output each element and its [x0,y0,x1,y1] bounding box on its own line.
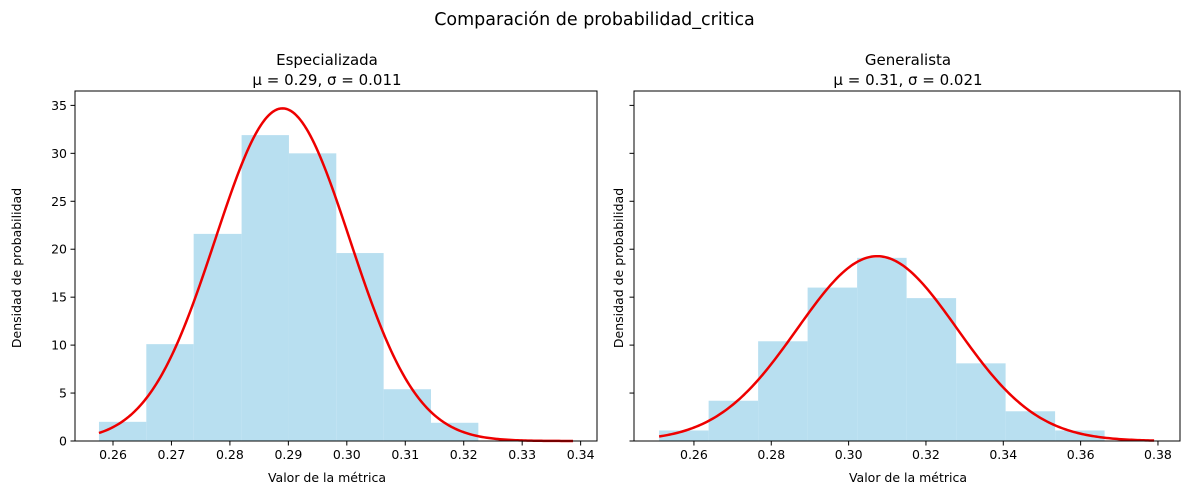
histogram-bar [430,422,479,441]
y-tick-label: 0 [59,434,67,449]
histogram-bar [383,389,431,441]
x-tick-label: 0.34 [567,447,595,462]
x-tick-label: 0.29 [274,447,302,462]
histogram-bar [758,341,808,441]
x-tick-label: 0.28 [216,447,244,462]
y-tick-label: 5 [59,386,67,401]
x-tick-label: 0.36 [1067,447,1095,462]
x-tick-label: 0.30 [333,447,361,462]
histogram-bar [708,400,759,441]
y-tick-label: 20 [51,242,67,257]
y-tick-label: 30 [51,146,67,161]
x-tick-label: 0.30 [835,447,863,462]
x-tick-label: 0.34 [989,447,1017,462]
x-tick-label: 0.27 [158,447,186,462]
y-axis-label: Densidad de probabilidad [611,188,626,348]
chart-subtitle: μ = 0.31, σ = 0.021 [833,71,982,89]
chart-title: Generalista [865,51,951,69]
histogram-bar [288,153,337,441]
chart-panel-especializada: Especializada μ = 0.29, σ = 0.011 Valor … [9,51,598,485]
x-tick-label: 0.26 [99,447,127,462]
axes-frame [74,90,598,442]
axes-frame [633,90,1181,442]
x-tick-label: 0.32 [912,447,940,462]
chart-subtitle: μ = 0.29, σ = 0.011 [252,71,401,89]
x-tick-label: 0.32 [450,447,478,462]
histogram-bar [241,135,289,442]
y-tick-label: 25 [51,194,67,209]
histogram-bar [336,253,384,441]
histogram-bar [857,257,907,441]
histogram-bar [193,233,242,441]
y-tick-label: 10 [51,338,67,353]
x-tick-label: 0.28 [757,447,785,462]
chart-title: Especializada [276,51,378,69]
x-axis-label: Valor de la métrica [849,470,967,485]
chart-panel-generalista: Generalista μ = 0.31, σ = 0.021 Valor de… [611,51,1181,485]
fit-curve [658,254,1155,442]
histogram-bar [98,421,147,441]
fit-curve [98,107,574,443]
y-axis-label: Densidad de probabilidad [9,188,24,348]
histogram-bar [1055,430,1105,441]
histogram-bar [659,430,709,441]
histogram-bar [906,298,957,441]
x-tick-label: 0.38 [1144,447,1172,462]
figure-suptitle: Comparación de probabilidad_critica [434,10,755,30]
histogram-bar [1005,411,1056,441]
x-axis-label: Valor de la métrica [268,470,386,485]
histogram-bar [807,287,858,441]
x-tick-label: 0.33 [508,447,536,462]
y-tick-label: 35 [51,98,67,113]
histogram-bar [956,363,1006,441]
x-tick-label: 0.26 [680,447,708,462]
y-tick-label: 15 [51,290,67,305]
x-tick-label: 0.31 [391,447,419,462]
